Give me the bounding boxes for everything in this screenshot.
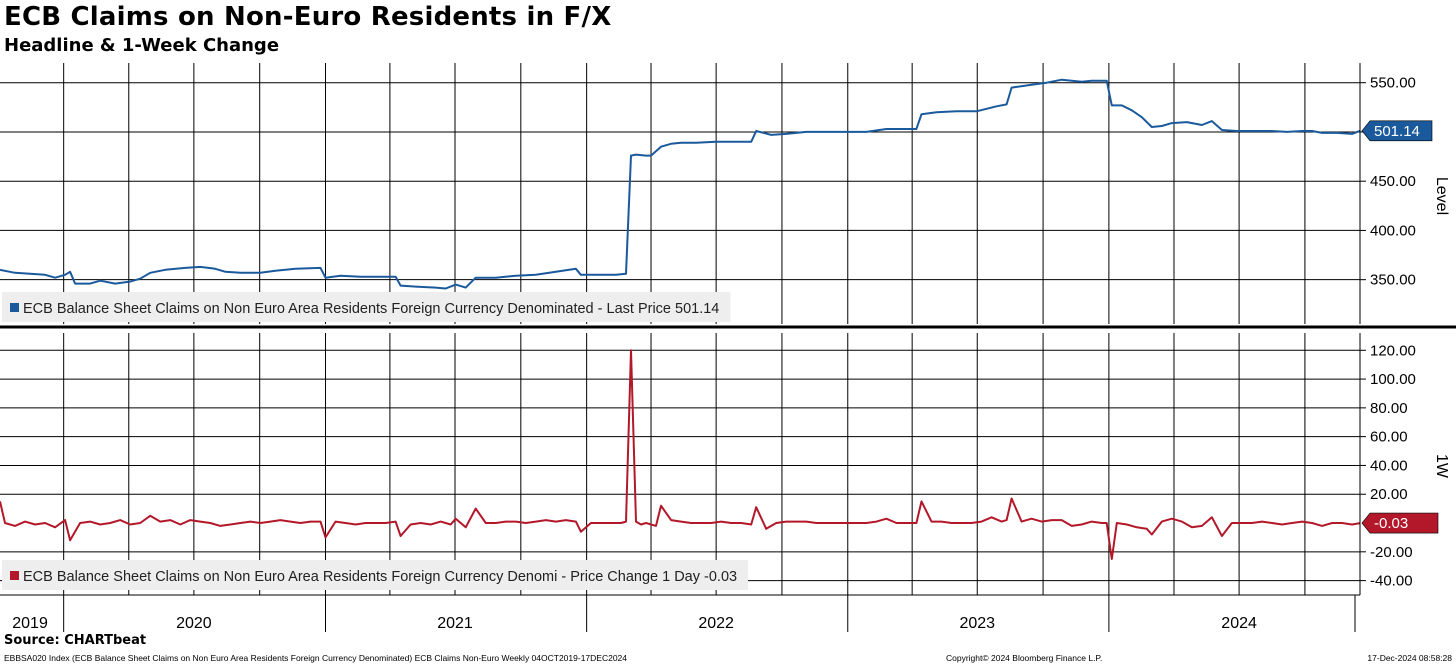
last-value-label-level: 501.14 [1374,123,1420,140]
y-tick-label-change-3: 40.00 [1370,457,1408,474]
footer-description: EBBSA020 Index (ECB Balance Sheet Claims… [4,653,628,663]
footer-timestamp: 17-Dec-2024 08:58:28 [1367,653,1452,663]
axis-layer: 350.00400.00450.00500.00550.00501.14Leve… [0,63,1456,632]
legend-swatch-change [10,571,19,580]
x-year-label-0: 2019 [12,615,48,632]
y-tick-label-level-1: 400.00 [1370,222,1416,239]
last-value-tag-level [1361,120,1433,142]
source-note: Source: CHARTbeat [4,633,147,648]
y-tick-label-change-5: 80.00 [1370,400,1408,417]
series-line-change-0 [0,349,1361,560]
footer-copyright: Copyright© 2024 Bloomberg Finance L.P. [946,653,1103,663]
y-tick-label-change-1: -20.00 [1370,544,1413,561]
y-tick-label-level-0: 350.00 [1370,272,1416,289]
legend-box-change [2,560,749,590]
chart-subtitle: Headline & 1-Week Change [4,35,280,56]
y-tick-label-level-2: 450.00 [1370,173,1416,190]
legend-layer: ECB Balance Sheet Claims on Non Euro Are… [2,292,749,590]
y-tick-label-change-4: 60.00 [1370,429,1408,446]
chart-title: ECB Claims on Non-Euro Residents in F/X [4,2,612,32]
last-value-label-change: -0.03 [1374,515,1408,532]
last-value-tag-change [1361,512,1439,534]
y-tick-label-level-4: 550.00 [1370,75,1416,92]
x-year-label-5: 2024 [1221,615,1257,632]
panel-label-change: 1W [1433,454,1450,479]
x-year-label-3: 2022 [698,615,734,632]
y-tick-label-change-0: -40.00 [1370,573,1413,590]
x-year-label-1: 2020 [176,615,212,632]
x-year-label-2: 2021 [437,615,473,632]
x-year-label-4: 2023 [959,615,995,632]
grid-layer [0,63,1360,595]
legend-swatch-level [10,303,19,312]
panel-label-level: Level [1433,177,1450,215]
y-tick-label-change-6: 100.00 [1370,371,1416,388]
y-tick-label-change-7: 120.00 [1370,342,1416,359]
series-line-level-0 [0,78,1361,290]
legend-text-change: ECB Balance Sheet Claims on Non Euro Are… [23,569,737,585]
y-tick-label-change-2: 20.00 [1370,486,1408,503]
legend-box-level [2,292,731,322]
legend-text-level: ECB Balance Sheet Claims on Non Euro Are… [23,301,719,317]
series-layer [0,78,1361,560]
